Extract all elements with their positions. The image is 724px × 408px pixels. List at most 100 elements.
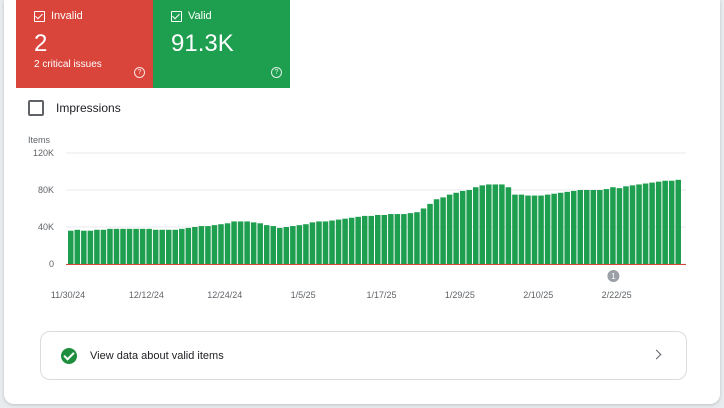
bar — [551, 193, 557, 264]
bar — [218, 224, 224, 264]
bar — [446, 194, 453, 264]
valid-tile-header: Valid — [171, 10, 212, 22]
bar — [113, 228, 120, 264]
chevron-right-icon — [651, 349, 662, 360]
bar — [263, 225, 270, 264]
bar — [564, 191, 570, 264]
invalid-label: Invalid — [51, 10, 83, 22]
bar — [525, 195, 531, 264]
bar — [303, 224, 309, 264]
bar — [584, 190, 590, 264]
bar — [87, 230, 94, 264]
bar — [94, 229, 100, 264]
bar — [668, 180, 675, 264]
bar — [355, 216, 361, 264]
critical-issues-text: 2 critical issues — [34, 59, 102, 70]
annotation-label: 1 — [611, 272, 616, 281]
bar — [139, 228, 146, 264]
bar — [329, 220, 335, 264]
bar — [603, 189, 610, 264]
bar — [322, 221, 329, 264]
bar — [361, 215, 368, 264]
bar — [277, 227, 283, 264]
bar — [440, 197, 446, 264]
bar — [655, 181, 662, 264]
bar — [636, 184, 642, 264]
bar — [179, 228, 185, 264]
invalid-count: 2 — [34, 30, 48, 57]
y-tick-label: 120K — [33, 148, 54, 158]
bar — [250, 222, 257, 264]
x-tick-label: 12/24/24 — [207, 290, 242, 300]
checkbox-checked-icon[interactable] — [171, 10, 182, 22]
bar — [146, 228, 152, 264]
impressions-toggle[interactable]: Impressions — [28, 100, 121, 116]
valid-tile[interactable]: Valid 91.3K ? — [153, 0, 290, 88]
valid-count: 91.3K — [171, 30, 234, 57]
bar — [394, 214, 401, 264]
bar — [466, 190, 472, 264]
bar — [472, 187, 479, 264]
bar — [629, 185, 636, 264]
bar — [459, 190, 466, 264]
bar — [388, 214, 394, 264]
view-valid-items-button[interactable]: View data about valid items — [40, 331, 687, 380]
index-coverage-card: Invalid 2 2 critical issues ? Valid 91.3… — [4, 0, 720, 404]
bar — [675, 179, 681, 264]
bar — [597, 190, 603, 264]
bar — [662, 180, 668, 264]
bar — [414, 212, 420, 264]
bar — [348, 217, 355, 264]
bar — [486, 184, 492, 264]
check-circle-icon — [61, 347, 77, 364]
bar — [309, 222, 316, 264]
bar — [505, 187, 512, 264]
bar — [192, 227, 198, 264]
bar — [296, 225, 303, 264]
bar — [557, 192, 564, 264]
bar — [270, 226, 277, 264]
bar — [231, 221, 237, 264]
bar — [492, 184, 499, 264]
bar — [616, 188, 623, 264]
bar — [433, 199, 440, 264]
bar — [152, 229, 159, 264]
x-tick-label: 12/12/24 — [129, 290, 164, 300]
valid-label: Valid — [188, 10, 212, 22]
x-tick-label: 2/22/25 — [602, 290, 632, 300]
checkbox-unchecked-icon[interactable] — [28, 100, 44, 116]
bar — [335, 219, 342, 264]
help-circle-icon[interactable]: ? — [271, 67, 282, 78]
annotation-marker — [607, 270, 620, 282]
bar — [479, 185, 486, 264]
bar — [290, 226, 296, 264]
bar — [531, 195, 538, 264]
bar — [205, 226, 211, 264]
bar — [577, 190, 584, 264]
checkbox-checked-icon[interactable] — [34, 10, 45, 22]
bar — [120, 228, 126, 264]
bar — [407, 213, 414, 264]
bar — [342, 218, 348, 264]
impressions-label: Impressions — [56, 101, 121, 115]
bar — [420, 208, 427, 264]
bar — [623, 186, 629, 264]
bar — [224, 223, 231, 264]
invalid-tile-header: Invalid — [34, 10, 83, 22]
bar — [427, 203, 433, 264]
bar — [512, 194, 518, 264]
invalid-tile[interactable]: Invalid 2 2 critical issues ? — [16, 0, 153, 88]
bar — [381, 214, 388, 264]
bar — [257, 223, 263, 264]
bar — [316, 221, 322, 264]
bar — [570, 190, 577, 264]
bar — [518, 194, 525, 264]
bar — [237, 221, 244, 264]
bar — [68, 230, 74, 264]
x-tick-label: 1/5/25 — [291, 290, 316, 300]
view-valid-items-label: View data about valid items — [90, 349, 224, 362]
bar — [244, 221, 250, 264]
help-circle-icon[interactable]: ? — [134, 67, 145, 78]
bar — [610, 187, 616, 264]
bar — [165, 229, 172, 264]
